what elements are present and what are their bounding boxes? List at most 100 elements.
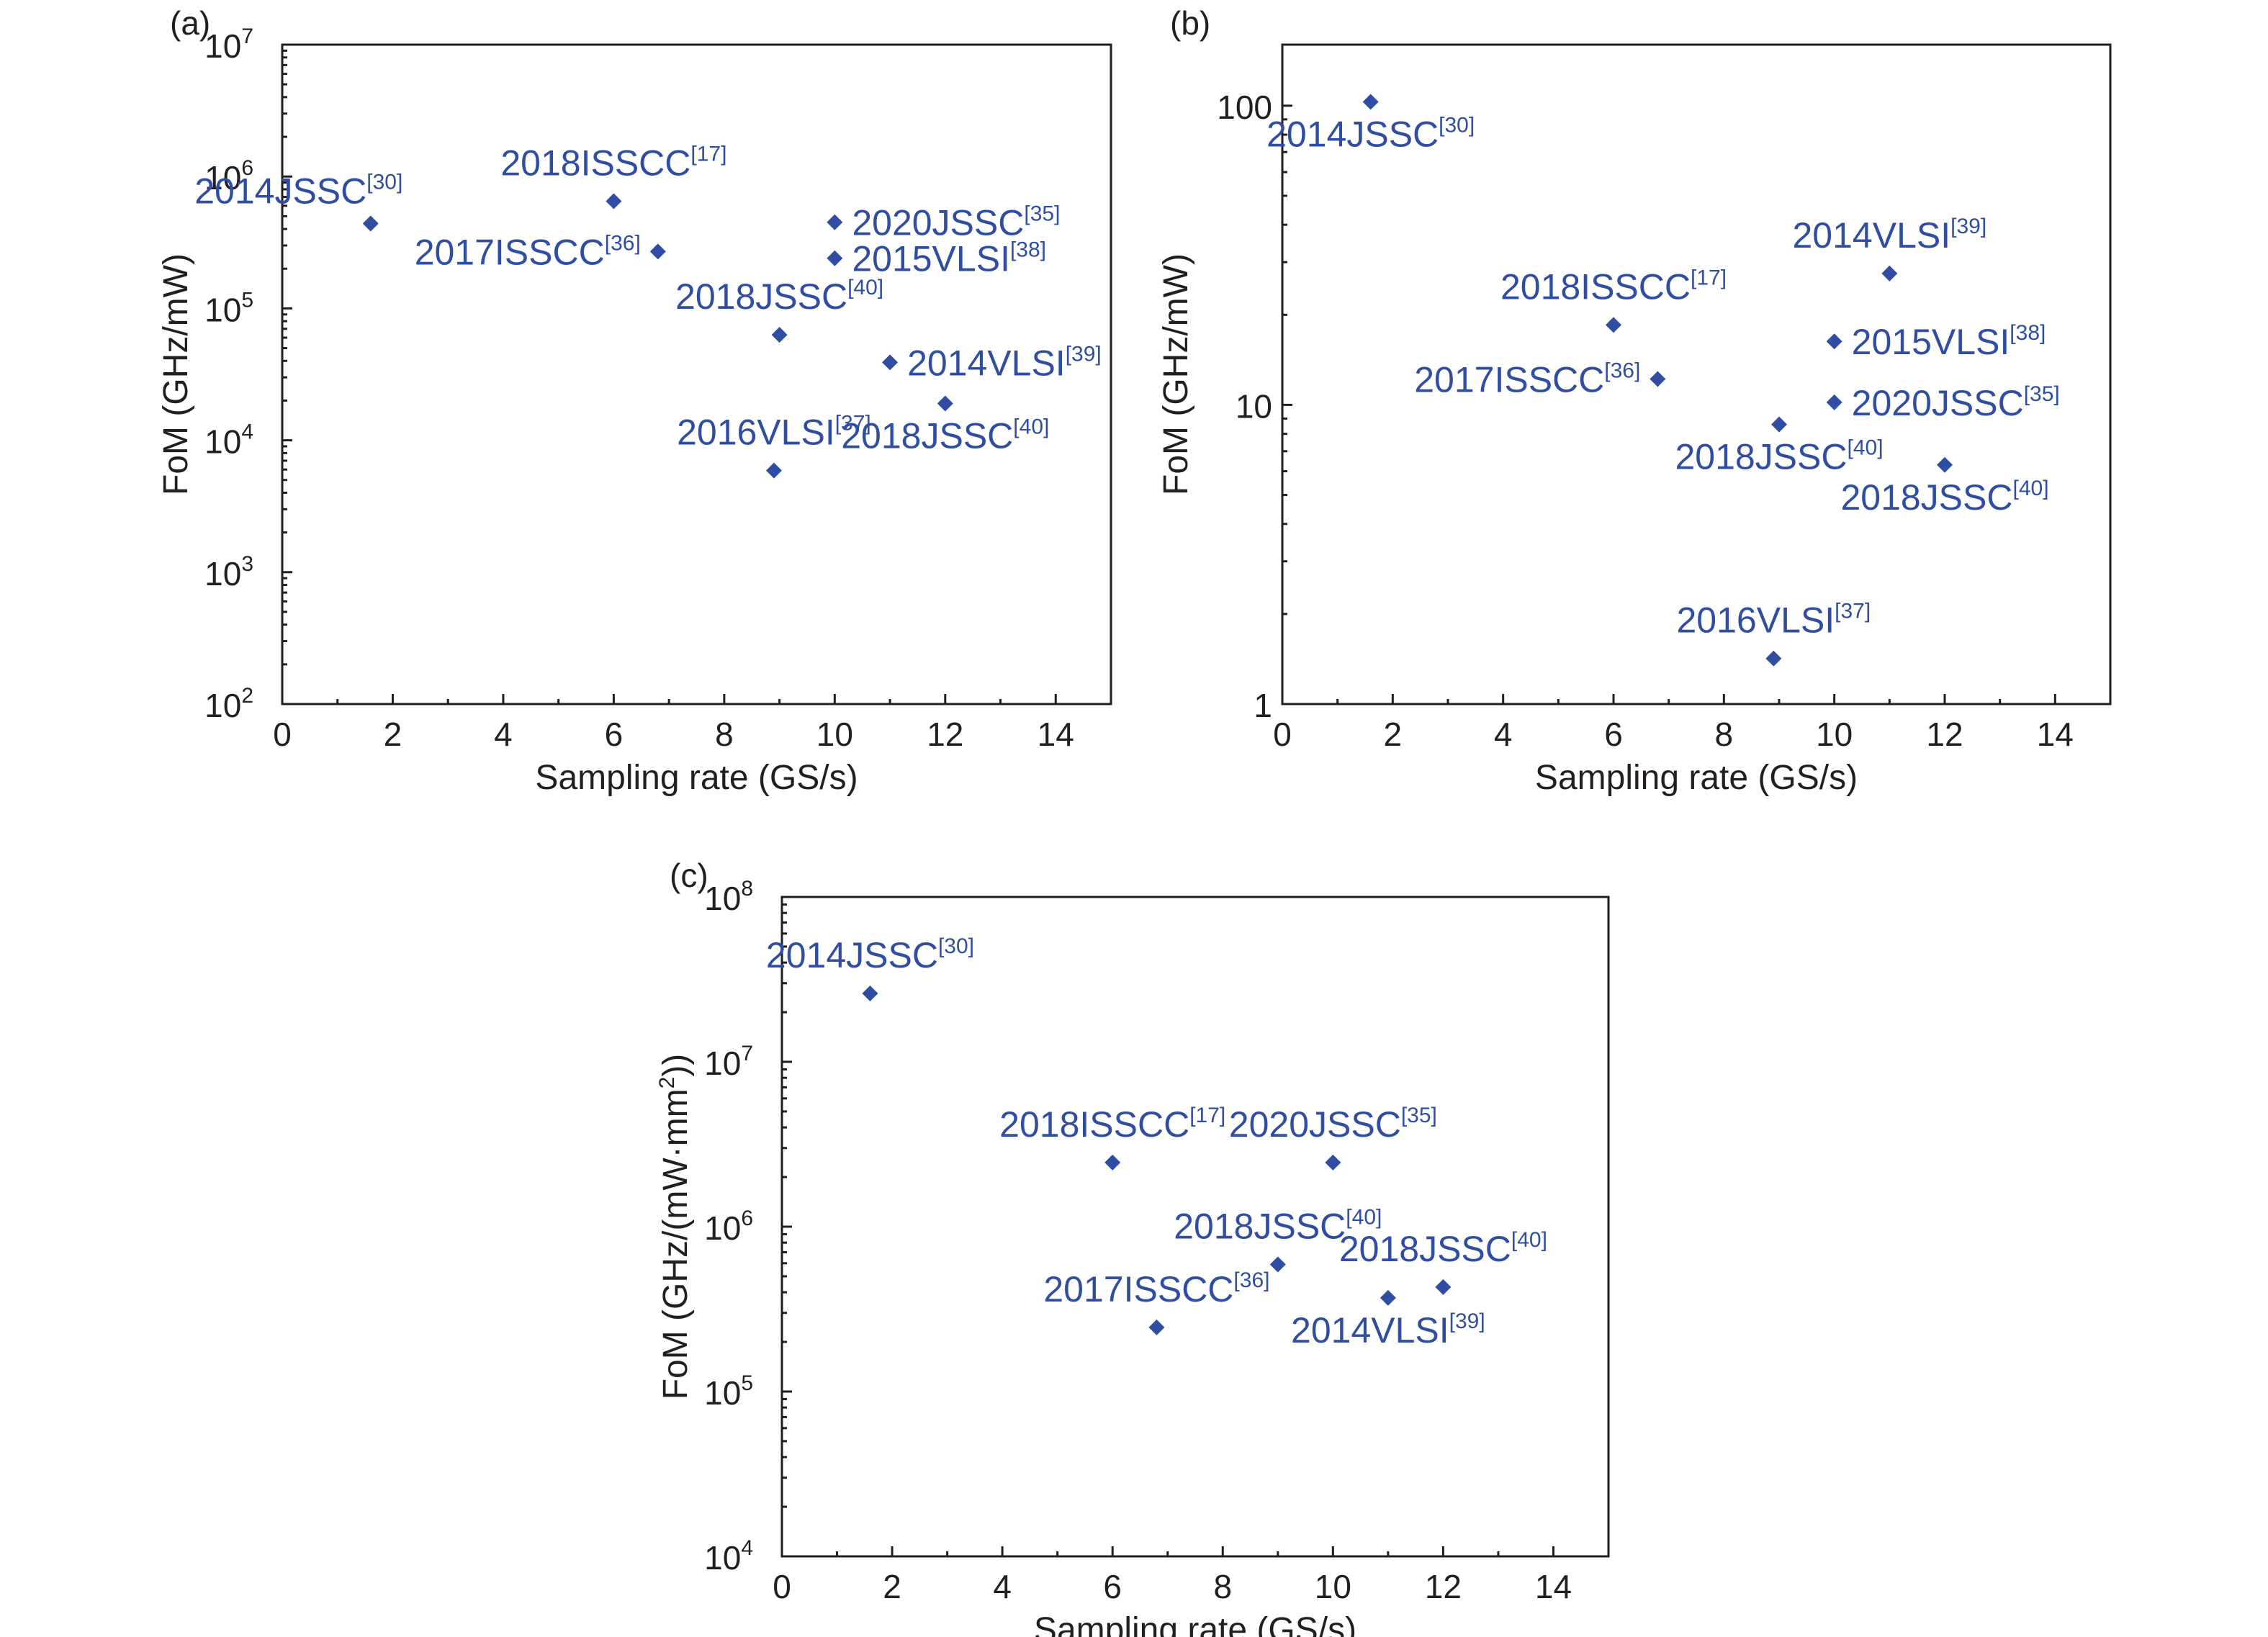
data-point-label: 2018ISSCC[17] xyxy=(500,142,726,183)
data-point-marker xyxy=(827,250,843,266)
data-point-marker xyxy=(1380,1289,1396,1306)
data-point-label: 2018JSSC[40] xyxy=(1840,477,2048,518)
data-point-marker xyxy=(1606,317,1621,333)
data-point-marker xyxy=(1104,1154,1121,1171)
y-tick-label: 103 xyxy=(204,552,253,592)
y-axis-label: FoM (GHz/(mW·mm2)) xyxy=(655,1054,695,1400)
y-tick-label: 100 xyxy=(1217,89,1272,126)
data-point-label: 2014JSSC[30] xyxy=(194,171,402,212)
x-tick-label: 6 xyxy=(1103,1568,1122,1605)
data-point-label: 2018ISSCC[17] xyxy=(1500,266,1727,307)
y-tick-label: 105 xyxy=(704,1371,753,1412)
data-point-marker xyxy=(1881,265,1898,281)
data-point-marker xyxy=(882,354,899,371)
plot-frame xyxy=(281,43,1112,705)
data-point-label: 2020JSSC[35] xyxy=(852,202,1060,243)
data-point-marker xyxy=(827,214,843,230)
x-tick-label: 12 xyxy=(1425,1568,1462,1605)
y-tick-label: 1 xyxy=(1254,687,1272,724)
x-tick-label: 12 xyxy=(927,716,963,753)
panel-c: (c) 0 2 4 6 8 10 12 14 104 105 106 107 108 Sampling ra… xyxy=(655,857,1610,1637)
x-tick-label: 2 xyxy=(384,716,402,753)
data-point-marker xyxy=(862,985,878,1001)
data-point-marker xyxy=(1650,371,1666,387)
y-tick-label: 104 xyxy=(204,420,253,461)
data-point-marker xyxy=(771,327,788,343)
data-point-label: 2018JSSC[40] xyxy=(1339,1228,1547,1269)
x-tick-label: 4 xyxy=(993,1568,1012,1605)
data-point-label: 2018JSSC[40] xyxy=(841,415,1049,456)
x-tick-label: 8 xyxy=(715,716,734,753)
data-point-marker xyxy=(1826,333,1842,350)
x-tick-label: 8 xyxy=(1715,716,1734,753)
data-point-marker xyxy=(1771,416,1787,433)
y-tick-label: 108 xyxy=(704,877,753,917)
data-point-label: 2018JSSC[40] xyxy=(1174,1205,1382,1246)
data-point-marker xyxy=(649,243,666,260)
x-tick-label: 12 xyxy=(1926,716,1963,753)
x-axis-label: Sampling rate (GS/s) xyxy=(535,759,858,797)
data-point-label: 2015VLSI[38] xyxy=(852,238,1046,279)
data-point-label: 2020JSSC[35] xyxy=(1852,382,2060,423)
data-point-label: 2014VLSI[39] xyxy=(1792,215,1986,256)
x-tick-label: 0 xyxy=(273,716,292,753)
data-point-label: 2016VLSI[37] xyxy=(677,412,871,453)
panel-letter: (c) xyxy=(670,857,708,894)
x-tick-label: 14 xyxy=(2037,716,2074,753)
data-point-marker xyxy=(765,462,782,479)
x-tick-label: 2 xyxy=(1384,716,1403,753)
data-point-marker xyxy=(1325,1154,1341,1171)
x-tick-label: 0 xyxy=(1273,716,1292,753)
data-point-label: 2018ISSCC[17] xyxy=(999,1104,1225,1145)
y-axis-label: FoM (GHz/mW) xyxy=(157,253,195,495)
y-tick-label: 106 xyxy=(704,1207,753,1247)
data-point-label: 2018JSSC[40] xyxy=(675,276,883,317)
panel-b: (b) 0 2 4 6 8 10 12 14 1 10 100 Sampling rate (GS/s)… xyxy=(1157,4,2112,797)
data-point-marker xyxy=(1148,1319,1165,1335)
data-point-label: 2017ISSCC[36] xyxy=(1414,359,1640,400)
data-point-label: 2014VLSI[39] xyxy=(1291,1309,1485,1350)
x-tick-label: 14 xyxy=(1535,1568,1572,1605)
y-tick-label: 106 xyxy=(204,156,253,197)
data-point-marker xyxy=(1765,650,1782,667)
x-tick-label: 4 xyxy=(1494,716,1513,753)
data-point-marker xyxy=(1826,394,1842,410)
data-point-marker xyxy=(606,193,622,209)
panel-a: (a) 0 2 4 6 8 10 12 14 102 103 104 105 106 107 Sampling… xyxy=(157,4,1112,797)
x-tick-label: 6 xyxy=(605,716,624,753)
data-point-marker xyxy=(937,395,953,412)
x-tick-label: 10 xyxy=(816,716,853,753)
data-point-marker xyxy=(362,215,379,232)
y-tick-label: 107 xyxy=(204,24,253,65)
x-axis-label: Sampling rate (GS/s) xyxy=(1034,1611,1356,1637)
data-point-label: 2018JSSC[40] xyxy=(1675,436,1883,477)
x-tick-label: 2 xyxy=(883,1568,901,1605)
data-point-label: 2014VLSI[39] xyxy=(907,342,1102,383)
data-point-marker xyxy=(1362,94,1379,110)
x-tick-label: 0 xyxy=(773,1568,791,1605)
data-point-label: 2020JSSC[35] xyxy=(1229,1104,1437,1145)
y-tick-label: 107 xyxy=(704,1042,753,1082)
y-tick-label: 105 xyxy=(204,288,253,328)
x-tick-label: 8 xyxy=(1213,1568,1232,1605)
data-point-label: 2017ISSCC[36] xyxy=(415,231,641,272)
panel-letter: (b) xyxy=(1170,4,1210,42)
data-point-marker xyxy=(1269,1256,1286,1273)
x-axis-label: Sampling rate (GS/s) xyxy=(1535,759,1858,797)
data-point-marker xyxy=(1435,1279,1452,1295)
x-tick-label: 14 xyxy=(1038,716,1074,753)
data-point-label: 2015VLSI[38] xyxy=(1852,321,2046,362)
y-tick-label: 104 xyxy=(704,1536,753,1577)
x-tick-label: 6 xyxy=(1604,716,1623,753)
y-tick-label: 102 xyxy=(204,684,253,724)
data-point-label: 2014JSSC[30] xyxy=(766,934,974,975)
data-point-label: 2014JSSC[30] xyxy=(1266,113,1475,154)
plot-frame xyxy=(1281,43,2112,705)
data-point-marker xyxy=(1937,456,1953,473)
y-tick-label: 10 xyxy=(1236,387,1272,425)
panel-letter: (a) xyxy=(170,4,210,42)
x-tick-label: 4 xyxy=(494,716,513,753)
x-tick-label: 10 xyxy=(1816,716,1853,753)
y-axis-label: FoM (GHz/mW) xyxy=(1157,253,1195,495)
